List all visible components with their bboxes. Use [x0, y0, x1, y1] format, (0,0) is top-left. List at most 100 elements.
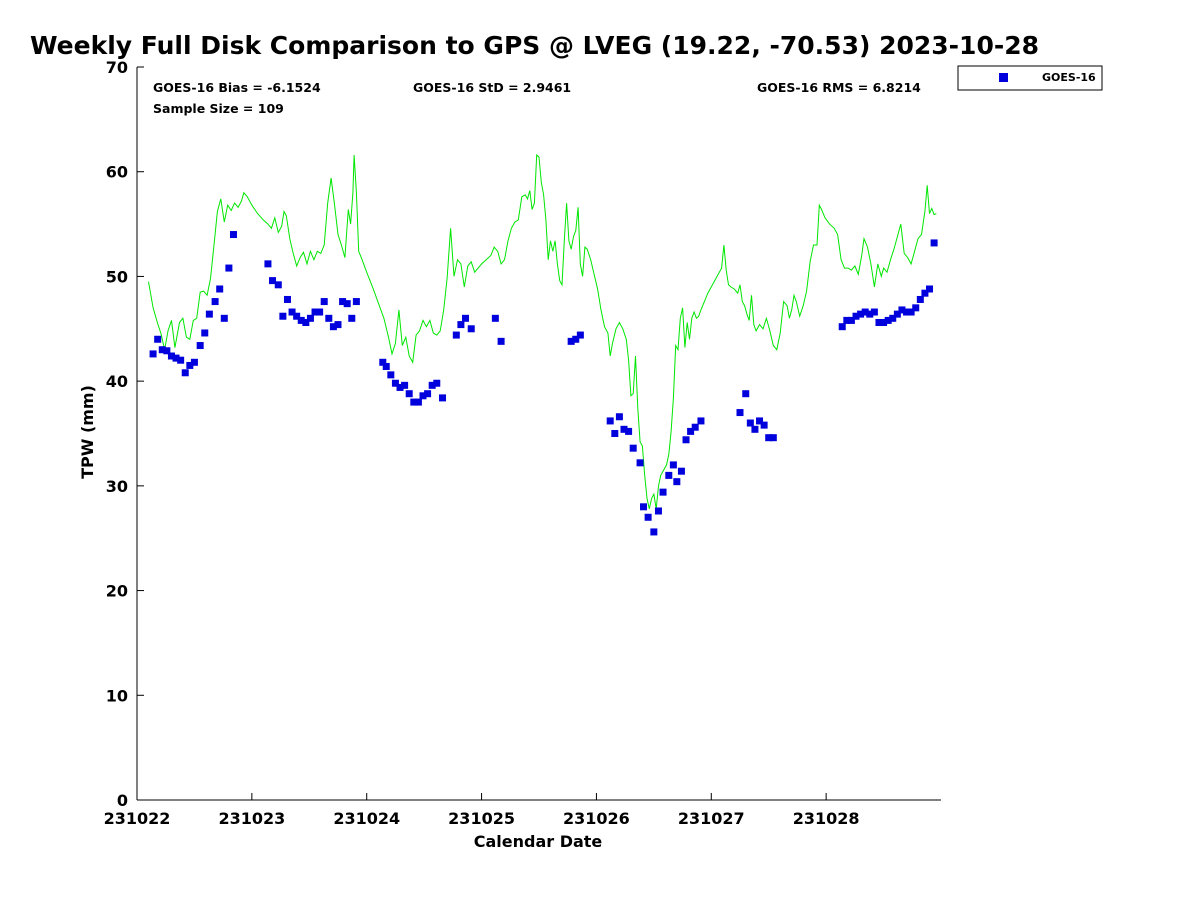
goes-point [636, 459, 644, 467]
goes-point [279, 312, 287, 320]
goes-point [697, 417, 705, 425]
goes-point [644, 513, 652, 521]
goes-point [311, 308, 319, 316]
goes-point [843, 316, 851, 324]
y-axis-label: TPW (mm) [78, 385, 97, 479]
goes-point [497, 337, 505, 345]
goes-point [650, 528, 658, 536]
y-tick-label: 60 [106, 163, 128, 182]
goes-point [196, 342, 204, 350]
goes-point [149, 350, 157, 358]
y-axis: 0 10 20 30 40 50 60 70 [106, 58, 144, 810]
goes-point [870, 308, 878, 316]
sample-size-stat: Sample Size = 109 [153, 101, 284, 116]
x-tick-label: 231028 [793, 809, 860, 828]
goes-point [659, 488, 667, 496]
goes-point [606, 417, 614, 425]
x-tick-label: 231023 [218, 809, 285, 828]
legend: GOES-16 [957, 65, 1103, 91]
goes-point [264, 260, 272, 268]
goes-point [225, 264, 233, 272]
goes-point [576, 331, 584, 339]
x-tick-label: 231027 [678, 809, 745, 828]
goes-point [334, 321, 342, 329]
goes-point [687, 427, 695, 435]
goes-point [401, 381, 409, 389]
goes-point [201, 329, 209, 337]
goes-point [930, 239, 938, 247]
x-tick-label: 231025 [448, 809, 515, 828]
goes-point [893, 310, 901, 318]
goes-point [186, 361, 194, 369]
y-tick-label: 0 [117, 791, 128, 810]
y-tick-label: 50 [106, 267, 128, 286]
goes-point [274, 281, 282, 289]
goes-point [742, 390, 750, 398]
y-tick-label: 70 [106, 58, 128, 77]
goes-point [220, 314, 228, 322]
goes-point [229, 231, 237, 239]
gps-line [148, 153, 937, 510]
goes-point [916, 295, 924, 303]
goes-point [838, 323, 846, 331]
goes-point [691, 423, 699, 431]
goes-point [921, 289, 929, 297]
goes-point [756, 417, 764, 425]
goes-point [163, 347, 171, 355]
x-axis-label: Calendar Date [474, 832, 603, 851]
goes-point [177, 356, 185, 364]
goes-point [216, 285, 224, 293]
goes-point [288, 308, 296, 316]
goes-point [926, 285, 934, 293]
goes-point [325, 314, 333, 322]
goes-point [382, 362, 390, 370]
goes-point [880, 319, 888, 327]
std-stat: GOES-16 StD = 2.9461 [413, 80, 571, 95]
goes-point [620, 425, 628, 433]
goes-point [457, 321, 465, 329]
goes-point [352, 298, 360, 306]
bias-stat: GOES-16 Bias = -6.1524 [153, 80, 321, 95]
goes-point [746, 419, 754, 427]
plot-background [137, 67, 941, 800]
goes-point [654, 507, 662, 515]
goes-point [154, 335, 162, 343]
x-tick-label: 231026 [563, 809, 630, 828]
goes-point [567, 337, 575, 345]
goes-point [405, 390, 413, 398]
goes-point [677, 467, 685, 475]
goes-point [396, 383, 404, 391]
goes-point [433, 379, 441, 387]
goes-point [348, 314, 356, 322]
goes-point [283, 295, 291, 303]
goes-point [615, 413, 623, 421]
goes-point [611, 430, 619, 437]
goes-point [857, 310, 865, 318]
goes-point [760, 421, 768, 429]
y-tick-label: 40 [106, 372, 128, 391]
gps-series [148, 153, 937, 510]
goes-point [343, 300, 351, 308]
goes-point [211, 298, 219, 306]
legend-label: GOES-16 [1042, 71, 1096, 84]
chart-title: Weekly Full Disk Comparison to GPS @ LVE… [30, 31, 1039, 60]
rms-stat: GOES-16 RMS = 6.8214 [757, 80, 921, 95]
x-tick-label: 231024 [333, 809, 400, 828]
goes-point [172, 354, 180, 362]
goes-point [302, 319, 310, 327]
goes-point [320, 298, 328, 306]
y-tick-label: 20 [106, 582, 128, 601]
goes-point [428, 381, 436, 389]
goes-point [414, 398, 422, 406]
goes-point [875, 319, 883, 327]
goes-point [419, 392, 427, 400]
goes-point [316, 308, 324, 316]
plot-area: 231022 231023 231024 231025 231026 231027 2310… [104, 58, 941, 828]
goes-point [205, 310, 213, 318]
x-axis: 231022 231023 231024 231025 231026 231027 2310… [104, 793, 860, 828]
goes-point [682, 436, 690, 444]
goes-point [297, 316, 305, 324]
goes-point [625, 427, 633, 435]
goes-point [306, 314, 314, 322]
